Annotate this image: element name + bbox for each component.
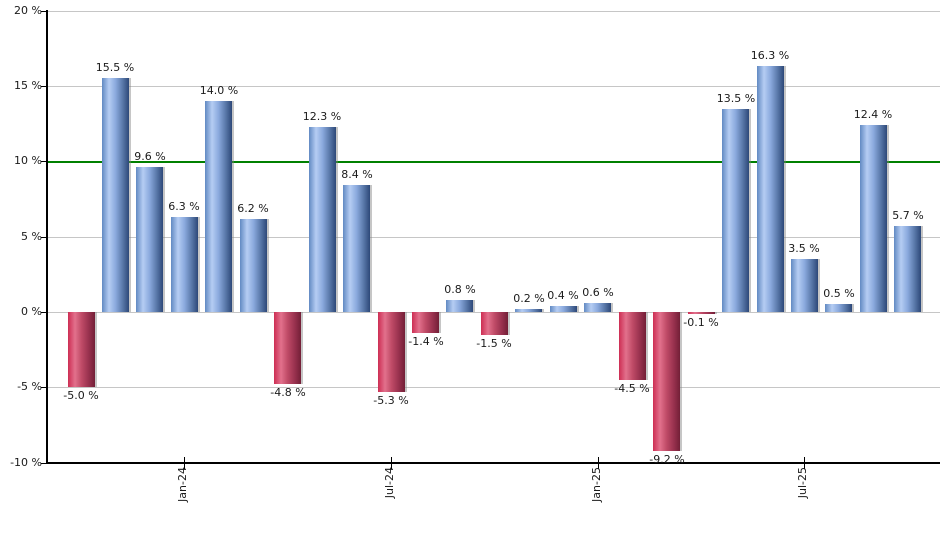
- x-tick-mark: [391, 457, 392, 469]
- bar-negative: [274, 312, 301, 384]
- bar-value-label: 14.0 %: [199, 84, 239, 97]
- bar-value-label: -1.4 %: [408, 335, 444, 348]
- y-tick-mark: [41, 161, 46, 162]
- bar-positive: [791, 259, 818, 312]
- bar-value-label: 0.4 %: [547, 289, 579, 302]
- bar-value-label: -4.5 %: [614, 382, 650, 395]
- bar-value-label: 0.2 %: [513, 292, 545, 305]
- bar-negative: [378, 312, 405, 392]
- bar-positive: [550, 306, 577, 312]
- bar-value-label: 8.4 %: [341, 168, 373, 181]
- y-tick-label: 5 %: [21, 230, 42, 243]
- bar-positive: [343, 185, 370, 312]
- y-tick-label: 0 %: [21, 305, 42, 318]
- bar-negative: [688, 312, 715, 314]
- bar-positive: [309, 127, 336, 312]
- bar-positive: [240, 219, 267, 312]
- y-axis-line: [46, 10, 48, 464]
- bar-negative: [412, 312, 439, 333]
- bar-value-label: 15.5 %: [95, 61, 135, 74]
- bar-negative: [653, 312, 680, 451]
- bar-value-label: 5.7 %: [892, 209, 924, 222]
- bar-value-label: 13.5 %: [716, 92, 756, 105]
- bar-positive: [722, 109, 749, 312]
- y-tick-label: 10 %: [14, 154, 42, 167]
- bar-positive: [825, 304, 852, 312]
- bar-value-label: -5.3 %: [373, 394, 409, 407]
- bar-negative: [481, 312, 508, 335]
- bar-value-label: 12.3 %: [302, 110, 342, 123]
- benchmark-line: [46, 161, 940, 163]
- bar-positive: [584, 303, 611, 312]
- x-tick-label: Jan-25: [590, 467, 603, 502]
- x-tick-mark: [598, 457, 599, 469]
- bar-value-label: -0.1 %: [683, 316, 719, 329]
- bar-value-label: 0.6 %: [582, 286, 614, 299]
- y-tick-mark: [41, 11, 46, 12]
- bar-negative: [619, 312, 646, 380]
- bar-negative: [68, 312, 95, 387]
- bar-positive: [757, 66, 784, 312]
- bar-value-label: 3.5 %: [788, 242, 820, 255]
- x-tick-mark: [184, 457, 185, 469]
- y-tick-mark: [41, 387, 46, 388]
- y-tick-label: 15 %: [14, 79, 42, 92]
- y-tick-mark: [41, 463, 46, 464]
- bar-value-label: 12.4 %: [853, 108, 893, 121]
- bar-positive: [171, 217, 198, 312]
- bar-positive: [894, 226, 921, 312]
- bar-value-label: -5.0 %: [63, 389, 99, 402]
- gridline: [46, 86, 940, 87]
- y-tick-label: -5 %: [17, 380, 42, 393]
- bar-positive: [136, 167, 163, 312]
- x-tick-mark: [804, 457, 805, 469]
- gridline: [46, 387, 940, 388]
- bar-value-label: 16.3 %: [750, 49, 790, 62]
- bar-positive: [205, 101, 232, 312]
- x-tick-label: Jan-24: [176, 467, 189, 502]
- x-axis-line: [46, 462, 940, 464]
- bar-value-label: 9.6 %: [134, 150, 166, 163]
- bar-value-label: 6.2 %: [237, 202, 269, 215]
- bar-value-label: -4.8 %: [270, 386, 306, 399]
- bar-positive: [102, 78, 129, 312]
- bar-positive: [860, 125, 887, 312]
- x-tick-label: Jul-24: [383, 467, 396, 499]
- y-tick-mark: [41, 312, 46, 313]
- x-tick-label: Jul-25: [796, 467, 809, 499]
- bar-value-label: -9.2 %: [649, 453, 685, 466]
- gridline: [46, 237, 940, 238]
- bar-value-label: 0.5 %: [823, 287, 855, 300]
- bar-value-label: 0.8 %: [444, 283, 476, 296]
- y-tick-mark: [41, 86, 46, 87]
- y-tick-label: -10 %: [10, 456, 42, 469]
- gridline: [46, 11, 940, 12]
- y-tick-mark: [41, 237, 46, 238]
- bar-positive: [446, 300, 473, 312]
- bar-value-label: 6.3 %: [168, 200, 200, 213]
- y-tick-label: 20 %: [14, 4, 42, 17]
- bar-positive: [515, 309, 542, 312]
- bar-value-label: -1.5 %: [476, 337, 512, 350]
